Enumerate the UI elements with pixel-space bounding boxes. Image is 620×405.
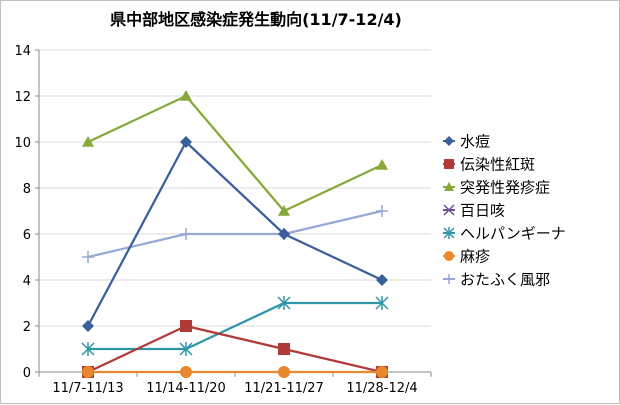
- data-point: [180, 136, 192, 148]
- data-point: [82, 320, 94, 332]
- series-6: [82, 366, 388, 378]
- data-point: [444, 274, 454, 284]
- x-tick-label: 11/14-11/20: [146, 381, 226, 396]
- data-point: [444, 136, 454, 146]
- legend-item: おたふく風邪: [443, 271, 550, 289]
- data-point: [278, 228, 290, 240]
- data-point: [277, 296, 291, 310]
- legend-item: ヘルパンギーナ: [443, 225, 566, 243]
- series-line: [87, 140, 383, 327]
- legend-label: ヘルパンギーナ: [460, 225, 566, 243]
- series-3: [82, 90, 388, 216]
- legend-label: 麻疹: [460, 248, 490, 266]
- data-point: [444, 182, 454, 191]
- y-tick-label: 12: [14, 90, 31, 105]
- data-point: [376, 274, 388, 286]
- x-tick-label: 11/21-11/27: [244, 381, 324, 396]
- series-lines: [81, 90, 389, 378]
- data-point: [179, 342, 193, 356]
- data-point: [82, 251, 94, 263]
- y-tick-label: 10: [14, 136, 31, 151]
- y-tick-label: 2: [23, 320, 31, 335]
- data-point: [180, 228, 192, 240]
- legend-item: 伝染性紅斑: [443, 156, 535, 174]
- legend-item: 水痘: [443, 133, 490, 151]
- legend-item: 麻疹: [443, 248, 490, 266]
- y-tick-label: 0: [23, 366, 31, 381]
- data-point: [376, 366, 388, 378]
- data-point: [444, 251, 454, 261]
- series-line: [87, 209, 383, 259]
- legend-item: 百日咳: [443, 202, 505, 220]
- y-tick-label: 8: [23, 182, 31, 197]
- data-point: [376, 159, 388, 170]
- y-tick-label: 4: [23, 274, 31, 289]
- axes: 0 2 4 6 8 10 12 14 11/7-11/13 11/14-11/20 11/21-11…: [14, 44, 432, 396]
- legend-label: 突発性発疹症: [460, 179, 550, 197]
- data-point: [81, 342, 95, 356]
- legend-label: 水痘: [460, 133, 490, 151]
- data-point: [180, 366, 192, 378]
- series-line: [87, 324, 383, 374]
- x-tick-label: 11/28-12/4: [346, 381, 417, 396]
- data-point: [180, 90, 192, 101]
- data-point: [376, 205, 388, 217]
- data-point: [443, 204, 455, 216]
- data-point: [180, 320, 192, 332]
- legend-item: 突発性発疹症: [443, 179, 550, 197]
- data-point: [375, 296, 389, 310]
- data-point: [278, 205, 290, 216]
- data-point: [82, 136, 94, 147]
- legend-label: 百日咳: [460, 202, 505, 220]
- x-tick-label: 11/7-11/13: [52, 381, 123, 396]
- y-tick-label: 6: [23, 228, 31, 243]
- series-1: [82, 136, 388, 332]
- data-point: [82, 366, 94, 378]
- data-point: [444, 159, 454, 169]
- legend-label: 伝染性紅斑: [460, 156, 535, 174]
- data-point: [278, 343, 290, 355]
- data-point: [278, 366, 290, 378]
- series-line: [87, 94, 383, 213]
- chart-title: 県中部地区感染症発生動向(11/7-12/4): [110, 10, 402, 29]
- y-tick-label: 14: [14, 44, 31, 59]
- data-point: [443, 227, 455, 239]
- legend-label: おたふく風邪: [460, 271, 550, 289]
